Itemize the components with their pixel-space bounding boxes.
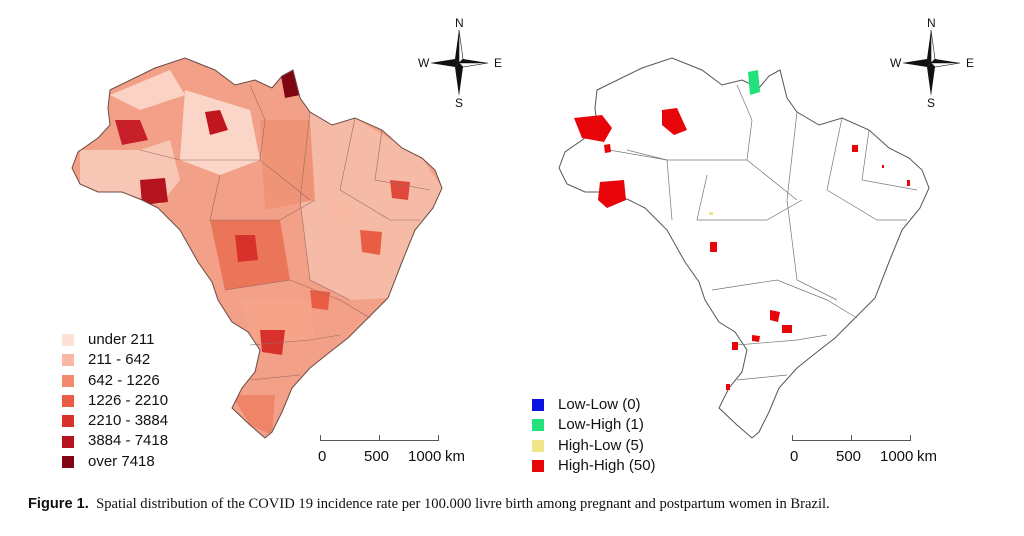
scale-unit: km bbox=[917, 448, 937, 465]
compass-east-label: E bbox=[494, 56, 503, 70]
incidence-legend: under 211 211 - 642 642 - 1226 1226 - 22… bbox=[62, 330, 168, 472]
legend-swatch bbox=[62, 435, 74, 448]
cluster-polygons bbox=[574, 70, 910, 390]
legend-item: 2210 - 3884 bbox=[62, 411, 168, 431]
scale-label-1000: 1000 bbox=[408, 448, 442, 465]
scale-tick bbox=[851, 435, 852, 441]
compass-west-label: W bbox=[890, 56, 902, 70]
cluster-legend: Low-Low (0) Low-High (1) High-Low (5) Hi… bbox=[532, 395, 656, 476]
legend-label: High-Low (5) bbox=[558, 436, 644, 454]
legend-item: 1226 - 2210 bbox=[62, 391, 168, 411]
legend-item: Low-Low (0) bbox=[532, 395, 656, 415]
scale-label-1000: 1000 bbox=[880, 448, 914, 465]
legend-swatch bbox=[532, 419, 544, 432]
compass-icon bbox=[902, 29, 961, 96]
legend-swatch bbox=[62, 395, 74, 408]
state-borders bbox=[139, 84, 431, 381]
scale-label-0: 0 bbox=[790, 448, 799, 465]
scale-tick bbox=[438, 435, 439, 441]
scale-label-500: 500 bbox=[836, 448, 862, 465]
legend-swatch bbox=[62, 374, 74, 387]
brazil-cluster-svg bbox=[558, 57, 930, 439]
compass-icon bbox=[430, 29, 489, 96]
legend-item: 642 - 1226 bbox=[62, 371, 168, 391]
legend-swatch bbox=[62, 354, 74, 367]
compass-west-label: W bbox=[418, 56, 430, 70]
legend-label: 2210 - 3884 bbox=[88, 412, 169, 430]
scale-tick bbox=[792, 435, 793, 441]
legend-swatch bbox=[532, 460, 544, 473]
scale-tick bbox=[910, 435, 911, 441]
incidence-choropleth-map: N S W E under 211 211 - 642 642 - 1226 1… bbox=[10, 0, 510, 480]
legend-label: 642 - 1226 bbox=[88, 371, 160, 389]
scale-unit: km bbox=[445, 448, 465, 465]
legend-item: under 211 bbox=[62, 330, 168, 350]
scale-bar-right: 0 500 1000 km bbox=[790, 435, 950, 466]
brazil-choropleth-svg bbox=[71, 57, 443, 439]
scale-bar-left: 0 500 1000 km bbox=[318, 435, 478, 466]
legend-label: 1226 - 2210 bbox=[88, 391, 169, 409]
scale-tick bbox=[320, 435, 321, 441]
legend-label: High-High (50) bbox=[558, 456, 656, 474]
compass-south-label: S bbox=[927, 96, 936, 110]
legend-swatch bbox=[62, 334, 74, 347]
compass-north-label: N bbox=[455, 16, 464, 30]
legend-swatch bbox=[62, 455, 74, 468]
compass-south-label: S bbox=[455, 96, 464, 110]
legend-label: 3884 - 7418 bbox=[88, 432, 169, 450]
legend-label: Low-High (1) bbox=[558, 416, 644, 434]
legend-swatch bbox=[532, 439, 544, 452]
compass-north-label: N bbox=[927, 16, 936, 30]
compass-rose-left: N S W E bbox=[416, 16, 503, 110]
legend-label: Low-Low (0) bbox=[558, 396, 641, 413]
legend-label: under 211 bbox=[88, 331, 155, 348]
legend-item: High-High (50) bbox=[532, 456, 656, 476]
legend-item: Low-High (1) bbox=[532, 415, 656, 435]
legend-swatch bbox=[532, 399, 544, 412]
legend-label: 211 - 642 bbox=[88, 351, 151, 369]
figure-caption: Figure 1. Spatial distribution of the CO… bbox=[28, 496, 1008, 513]
figure-label: Figure 1. bbox=[28, 496, 89, 512]
legend-label: over 7418 bbox=[88, 452, 155, 470]
state-borders bbox=[608, 84, 918, 381]
legend-item: 3884 - 7418 bbox=[62, 431, 168, 451]
scale-label-500: 500 bbox=[364, 448, 390, 465]
legend-item: High-Low (5) bbox=[532, 436, 656, 456]
scale-label-0: 0 bbox=[318, 448, 327, 465]
legend-swatch bbox=[62, 415, 74, 428]
legend-item: 211 - 642 bbox=[62, 350, 168, 370]
scale-tick bbox=[379, 435, 380, 441]
compass-east-label: E bbox=[966, 56, 975, 70]
figure-caption-text: Spatial distribution of the COVID 19 inc… bbox=[96, 496, 830, 512]
legend-item: over 7418 bbox=[62, 452, 168, 472]
lisa-cluster-map: N S W E Low-Low (0) Low-High (1) High-Lo… bbox=[512, 0, 1012, 480]
compass-rose-right: N S W E bbox=[888, 16, 975, 110]
